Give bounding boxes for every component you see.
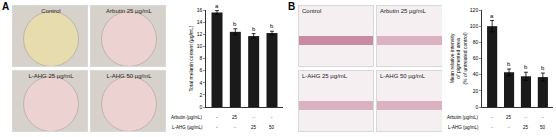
svg-text:12: 12 bbox=[197, 31, 203, 37]
svg-text:50: 50 bbox=[269, 125, 275, 130]
svg-text:-: - bbox=[508, 125, 510, 130]
html-text:L-AHG 50 µg/mL: L-AHG 50 µg/mL bbox=[380, 73, 426, 79]
svg-text:50: 50 bbox=[540, 125, 546, 130]
svg-text:14: 14 bbox=[197, 19, 203, 25]
svg-text:Total melanin content (µg/mL): Total melanin content (µg/mL) bbox=[188, 25, 194, 91]
svg-text:b: b bbox=[270, 23, 274, 29]
html-text:Arbutin 25 µg/mL: Arbutin 25 µg/mL bbox=[380, 8, 426, 14]
svg-text:25: 25 bbox=[251, 125, 257, 130]
svg-text:-: - bbox=[216, 115, 218, 120]
svg-text:4: 4 bbox=[199, 80, 202, 86]
svg-text:Arbutin (µg/mL): Arbutin (µg/mL) bbox=[171, 115, 203, 120]
svg-text:a: a bbox=[215, 3, 219, 9]
html-text:Control: Control bbox=[41, 8, 61, 14]
html-text:Control: Control bbox=[302, 8, 322, 14]
svg-text:-: - bbox=[542, 115, 544, 120]
svg-text:-: - bbox=[234, 125, 236, 130]
svg-text:6: 6 bbox=[199, 67, 202, 73]
svg-text:0: 0 bbox=[199, 104, 202, 110]
html-text:L-AHG 50 µg/mL: L-AHG 50 µg/mL bbox=[106, 73, 152, 79]
svg-text:120: 120 bbox=[470, 7, 479, 13]
svg-text:2: 2 bbox=[199, 92, 202, 98]
svg-text:L-AHG (µg/mL): L-AHG (µg/mL) bbox=[448, 125, 479, 130]
svg-text:80: 80 bbox=[473, 39, 479, 45]
svg-text:L-AHG (µg/mL): L-AHG (µg/mL) bbox=[172, 125, 203, 130]
svg-text:10: 10 bbox=[197, 43, 203, 49]
svg-text:8: 8 bbox=[199, 55, 202, 61]
svg-text:-: - bbox=[491, 125, 493, 130]
svg-text:60: 60 bbox=[473, 55, 479, 61]
svg-text:25: 25 bbox=[506, 115, 512, 120]
html-text:L-AHG 25 µg/mL: L-AHG 25 µg/mL bbox=[302, 73, 348, 79]
svg-text:Arbutin (µg/mL): Arbutin (µg/mL) bbox=[447, 115, 479, 120]
svg-text:-: - bbox=[491, 115, 493, 120]
html-text:L-AHG 25 µg/mL: L-AHG 25 µg/mL bbox=[28, 73, 74, 79]
svg-text:0: 0 bbox=[475, 104, 478, 110]
svg-text:100: 100 bbox=[470, 23, 479, 29]
svg-text:25: 25 bbox=[523, 125, 529, 130]
svg-text:a: a bbox=[490, 13, 494, 19]
html-text:Arbutin 25 µg/mL: Arbutin 25 µg/mL bbox=[106, 8, 152, 14]
svg-text:b: b bbox=[233, 21, 237, 27]
html-text:B: B bbox=[288, 1, 296, 12]
svg-text:-: - bbox=[271, 115, 273, 120]
svg-text:-: - bbox=[253, 115, 255, 120]
svg-text:20: 20 bbox=[473, 88, 479, 94]
svg-text:-: - bbox=[216, 125, 218, 130]
svg-text:b: b bbox=[541, 65, 545, 71]
svg-text:16: 16 bbox=[197, 7, 203, 13]
svg-text:40: 40 bbox=[473, 71, 479, 77]
svg-text:b: b bbox=[507, 61, 511, 67]
svg-text:-: - bbox=[525, 115, 527, 120]
svg-text:b: b bbox=[252, 26, 256, 32]
svg-text:Mean relative intensityof pigm: Mean relative intensityof pigmented area… bbox=[449, 32, 468, 85]
svg-text:25: 25 bbox=[232, 115, 238, 120]
html-text:A: A bbox=[2, 1, 10, 12]
svg-text:b: b bbox=[524, 64, 528, 70]
